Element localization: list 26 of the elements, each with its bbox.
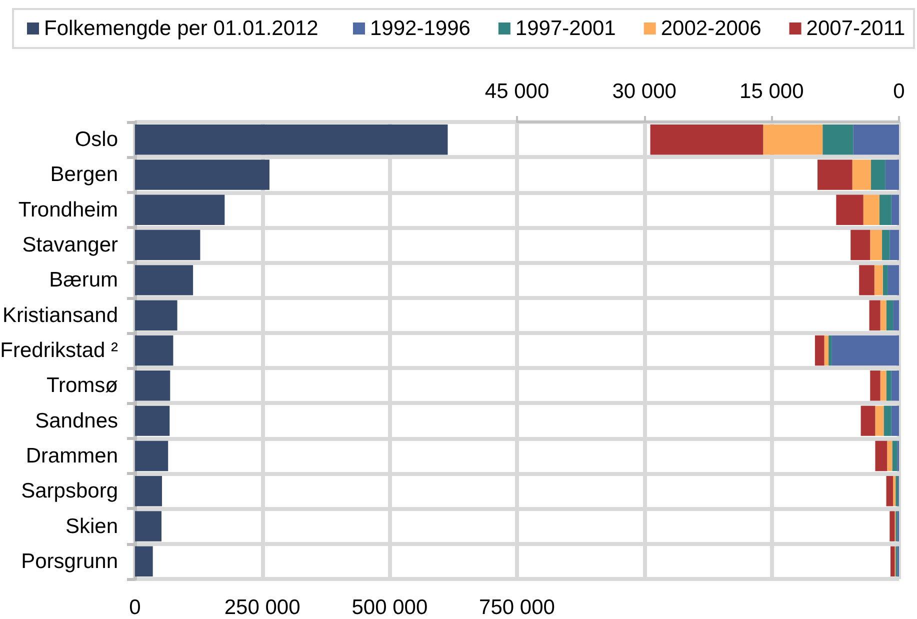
y-tick-label: Stavanger bbox=[22, 234, 118, 257]
y-tick-label: Skien bbox=[65, 514, 118, 538]
x-tick-label: 0 bbox=[129, 596, 141, 619]
legend-label: 1997-2001 bbox=[515, 17, 616, 40]
y-tick-label: Porsgrunn bbox=[21, 550, 118, 573]
x-tick-label: 500 000 bbox=[352, 596, 428, 619]
x-tick-label: 250 000 bbox=[224, 596, 300, 619]
y-tick-label: Fredrikstad ² bbox=[0, 339, 118, 362]
x-tick-label: 30 000 bbox=[612, 80, 676, 103]
y-tick-label: Sandnes bbox=[35, 409, 118, 432]
y-tick-label: Oslo bbox=[74, 128, 118, 152]
x-tick-label: 750 000 bbox=[479, 596, 555, 619]
y-tick-label: Sarpsborg bbox=[21, 480, 118, 503]
y-tick-label: Bærum bbox=[49, 268, 118, 292]
y-tick-label: Trondheim bbox=[18, 198, 118, 222]
y-tick-label: Kristiansand bbox=[2, 304, 118, 327]
legend-label: 2007-2011 bbox=[806, 17, 906, 40]
legend-label: 2002-2006 bbox=[660, 17, 762, 40]
y-tick-label: Bergen bbox=[50, 163, 118, 186]
legend-label: Folkemengde per 01.01.2012 bbox=[44, 17, 318, 40]
x-tick-label: 0 bbox=[893, 80, 905, 103]
legend-label: 1992-1996 bbox=[370, 17, 470, 40]
y-tick-label: Drammen bbox=[26, 444, 118, 468]
x-tick-label: 15 000 bbox=[740, 80, 804, 103]
x-tick-label: 45 000 bbox=[484, 80, 550, 103]
y-tick-label: Tromsø bbox=[46, 374, 118, 398]
